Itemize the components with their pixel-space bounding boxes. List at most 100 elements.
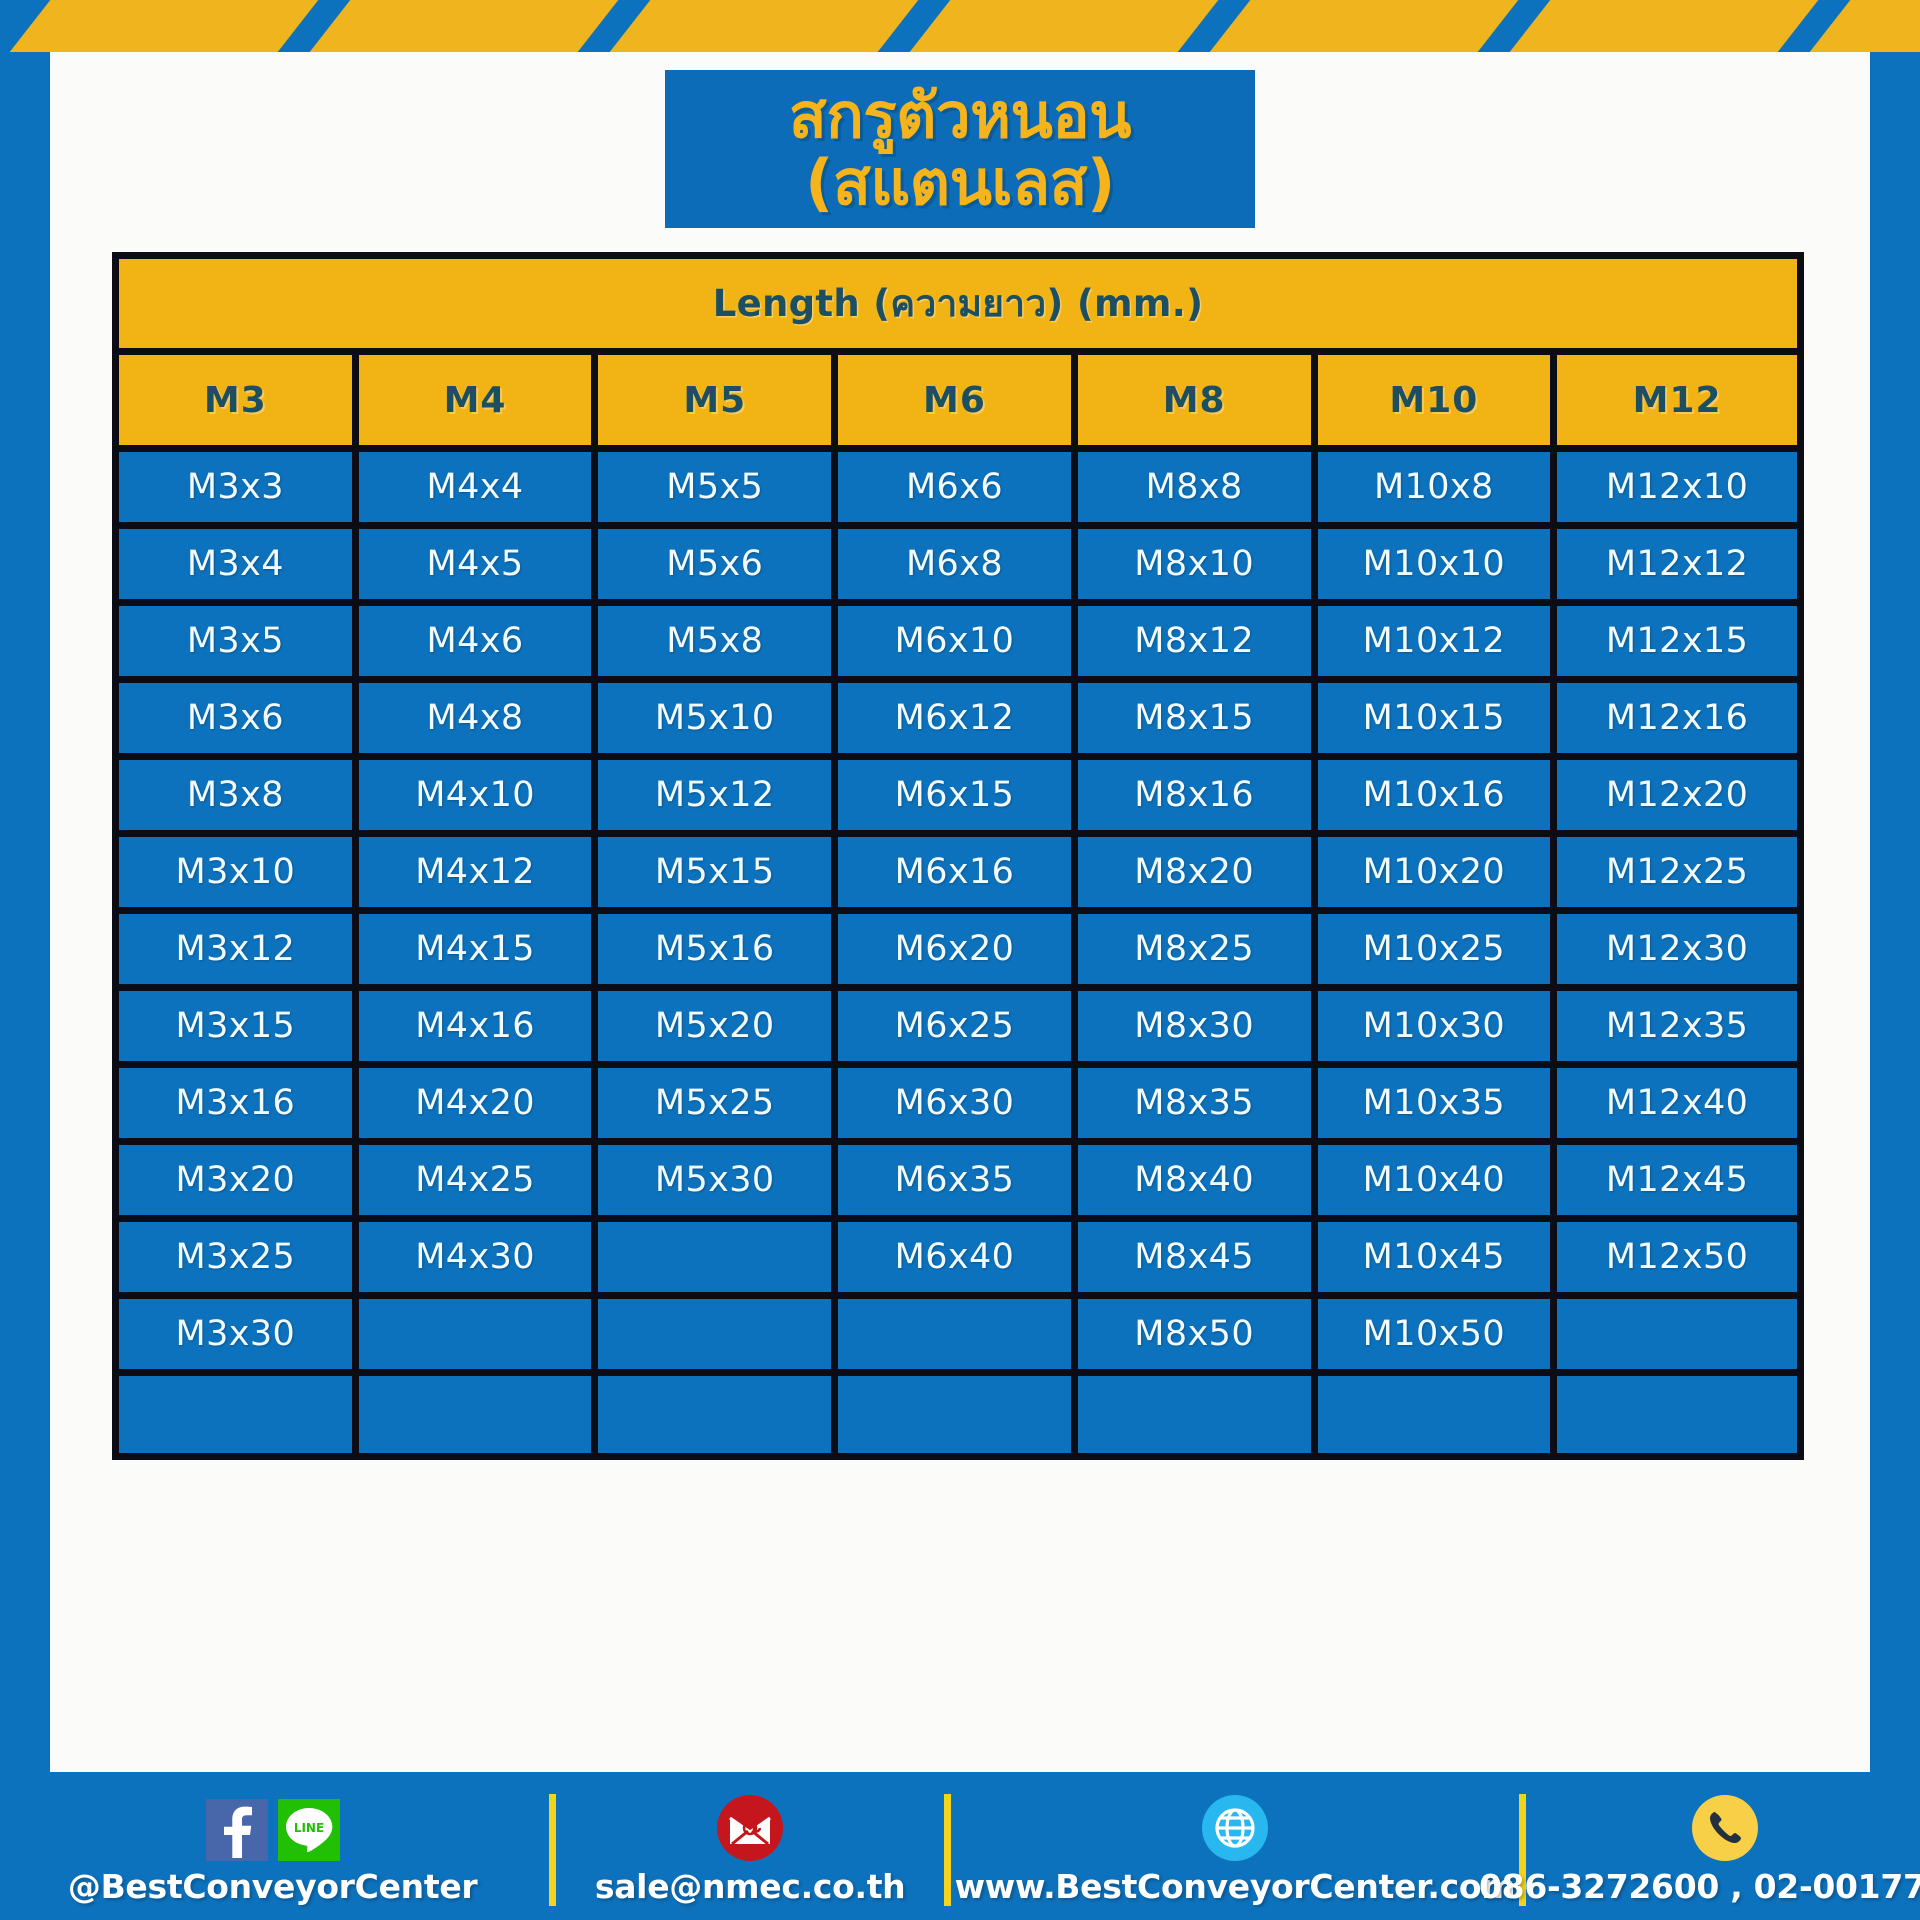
website-label: www.BestConveyorCenter.com: [954, 1867, 1516, 1906]
table-cell: M6x25: [838, 991, 1078, 1068]
table-row: M3x10 M4x12 M5x15 M6x16 M8x20 M10x20 M12x25: [119, 837, 1797, 914]
table-row: M3x4 M4x5 M5x6 M6x8 M8x10 M10x10 M12x12: [119, 529, 1797, 606]
footer-phone-group[interactable]: 086-3272600 , 02-0017766: [1479, 1772, 1920, 1920]
table-cell-empty: [1557, 1299, 1797, 1376]
table-cell: M6x6: [838, 452, 1078, 529]
table-cell: M5x15: [598, 837, 839, 914]
table-cell: M12x12: [1557, 529, 1797, 606]
table-cell: M6x16: [838, 837, 1078, 914]
table-cell-empty: [1557, 1376, 1797, 1453]
table-cell: M5x10: [598, 683, 839, 760]
table-cell: M8x8: [1077, 452, 1318, 529]
table-cell: M3x6: [119, 683, 359, 760]
table-row: M3x5 M4x6 M5x8 M6x10 M8x12 M10x12 M12x15: [119, 606, 1797, 683]
table-cell: M4x16: [358, 991, 599, 1068]
table-cell: M3x30: [119, 1299, 359, 1376]
table-cell: M12x35: [1557, 991, 1797, 1068]
table-cell: M10x16: [1317, 760, 1558, 837]
table-cell: M12x15: [1557, 606, 1797, 683]
table-cell: M6x8: [838, 529, 1078, 606]
table-row: M3x15 M4x16 M5x20 M6x25 M8x30 M10x30 M12x35: [119, 991, 1797, 1068]
table-cell: M4x6: [358, 606, 599, 683]
mail-icon[interactable]: [717, 1795, 784, 1861]
table-cell: M5x16: [598, 914, 839, 991]
table-row: M3x6 M4x8 M5x10 M6x12 M8x15 M10x15 M12x16: [119, 683, 1797, 760]
table-cell: M12x16: [1557, 683, 1797, 760]
table-cell: M4x25: [358, 1145, 599, 1222]
table-cell: M3x5: [119, 606, 359, 683]
table-cell-empty: [838, 1299, 1078, 1376]
table-cell: M8x15: [1077, 683, 1318, 760]
table-row: M3x20 M4x25 M5x30 M6x35 M8x40 M10x40 M12x45: [119, 1145, 1797, 1222]
table-cell: M3x3: [119, 452, 359, 529]
table-row: M3x3 M4x4 M5x5 M6x6 M8x8 M10x8 M12x10: [119, 452, 1797, 529]
table-body: M3x3 M4x4 M5x5 M6x6 M8x8 M10x8 M12x10 M3x4 M4x5 M…: [119, 452, 1797, 1453]
table-cell: M6x30: [838, 1068, 1078, 1145]
table-cell: M6x40: [838, 1222, 1078, 1299]
table-cell: M8x40: [1077, 1145, 1318, 1222]
table-cell: M4x15: [358, 914, 599, 991]
table-cell: M8x35: [1077, 1068, 1318, 1145]
chevron-stripe: [304, 0, 624, 52]
table-cell: M12x10: [1557, 452, 1797, 529]
table-cell: M4x10: [358, 760, 599, 837]
table-cell: M3x12: [119, 914, 359, 991]
table-cell-empty: [358, 1376, 599, 1453]
table-cell-empty: [1317, 1376, 1558, 1453]
table-cell: M4x20: [358, 1068, 599, 1145]
chevron-stripe: [1804, 0, 1920, 52]
table-cell: M6x10: [838, 606, 1078, 683]
facebook-icon[interactable]: [205, 1799, 268, 1861]
email-label: sale@nmec.co.th: [594, 1867, 906, 1906]
column-header-m10: M10: [1317, 355, 1558, 452]
column-header-m12: M12: [1557, 355, 1797, 452]
table-cell: M10x50: [1317, 1299, 1558, 1376]
table-cell: M6x12: [838, 683, 1078, 760]
table-cell: M12x45: [1557, 1145, 1797, 1222]
globe-icon-wrap: [1202, 1795, 1268, 1861]
table-cell: M6x35: [838, 1145, 1078, 1222]
table-cell: M5x25: [598, 1068, 839, 1145]
table-cell: M8x50: [1077, 1299, 1318, 1376]
table-cell: M4x5: [358, 529, 599, 606]
table-cell: M3x16: [119, 1068, 359, 1145]
table-cell: M6x20: [838, 914, 1078, 991]
phone-icon[interactable]: [1692, 1795, 1758, 1861]
chevron-stripe: [4, 0, 324, 52]
column-header-m3: M3: [119, 355, 359, 452]
table-cell: M8x16: [1077, 760, 1318, 837]
title-line-1: สกรูตัวหนอน: [788, 78, 1132, 152]
table-cell-empty: [1077, 1376, 1318, 1453]
table-cell: M3x4: [119, 529, 359, 606]
table-cell-empty: [598, 1222, 839, 1299]
table-row: M3x30 M8x50 M10x50: [119, 1299, 1797, 1376]
phone-icon-wrap: [1692, 1795, 1758, 1861]
table-cell: M12x20: [1557, 760, 1797, 837]
table-cell: M8x25: [1077, 914, 1318, 991]
table-cell: M5x6: [598, 529, 839, 606]
table-cell: M8x20: [1077, 837, 1318, 914]
column-header-m4: M4: [358, 355, 599, 452]
line-icon[interactable]: LINE: [277, 1799, 340, 1861]
table-cell: M8x12: [1077, 606, 1318, 683]
footer-divider: [549, 1794, 557, 1906]
table-cell-empty: [838, 1376, 1078, 1453]
footer-website-group[interactable]: www.BestConveyorCenter.com: [954, 1772, 1516, 1920]
globe-icon[interactable]: [1202, 1795, 1268, 1861]
table-cell: M5x12: [598, 760, 839, 837]
social-icons: LINE: [205, 1795, 340, 1861]
table-cell: M10x15: [1317, 683, 1558, 760]
table-cell: M10x20: [1317, 837, 1558, 914]
table-cell: M12x40: [1557, 1068, 1797, 1145]
page-title: สกรูตัวหนอน (สแตนเลส): [665, 70, 1255, 228]
table-cell: M10x30: [1317, 991, 1558, 1068]
length-header-row: Length (ความยาว) (mm.): [119, 259, 1797, 355]
footer-email-group[interactable]: sale@nmec.co.th: [560, 1772, 940, 1920]
table-cell: M10x25: [1317, 914, 1558, 991]
footer-social-group[interactable]: LINE @BestConveyorCenter: [0, 1772, 545, 1920]
footer-divider: [944, 1794, 951, 1906]
table-cell: M8x10: [1077, 529, 1318, 606]
chevron-stripe: [1504, 0, 1824, 52]
table-row: M3x12 M4x15 M5x16 M6x20 M8x25 M10x25 M12x30: [119, 914, 1797, 991]
table-cell: M12x50: [1557, 1222, 1797, 1299]
